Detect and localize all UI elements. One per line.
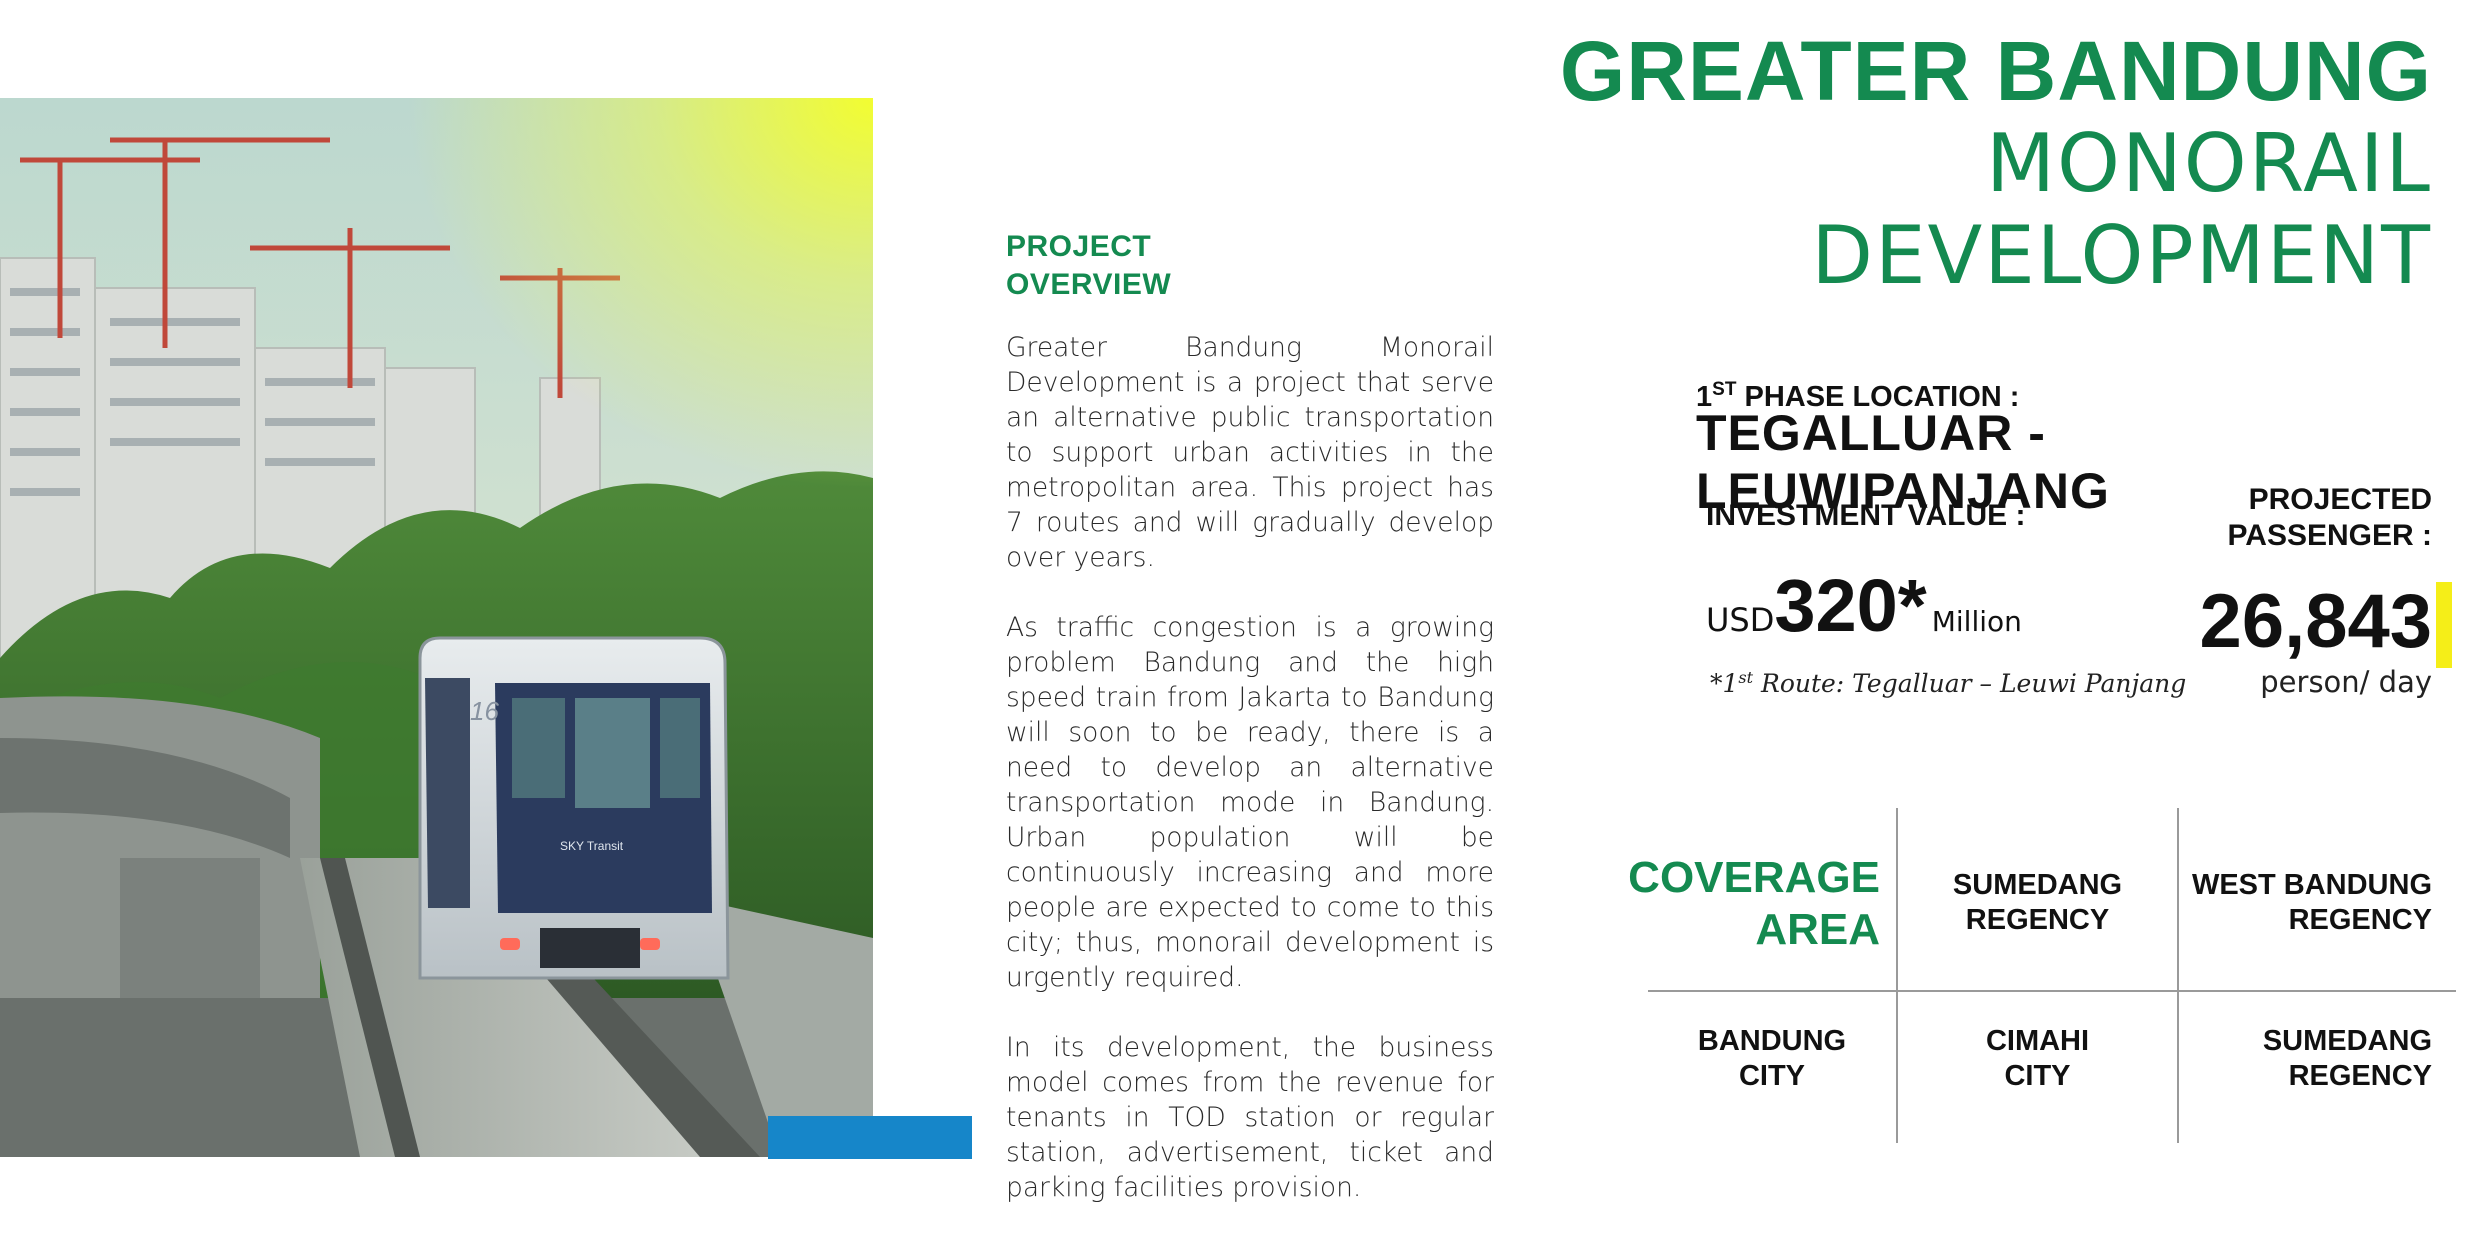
- phase-location-value: TEGALLUAR - LEUWIPANJANG: [1696, 405, 2110, 519]
- investment-footnote: *1st Route: Tegalluar – Leuwi Panjang: [1710, 668, 2187, 698]
- page-title-subtitle: MONORAIL DEVELOPMENT: [1811, 118, 2432, 302]
- coverage-cell: CIMAHI CITY: [1985, 1025, 2090, 1092]
- project-overview-text: Greater Bandung Monorail Development is …: [1006, 330, 1494, 1240]
- investment-value: USD320* Million: [1706, 566, 2022, 646]
- coverage-cell: WEST BANDUNG REGENCY: [2191, 869, 2432, 936]
- coverage-grid-divider: [2177, 808, 2179, 1143]
- phase-location-label: 1ST PHASE LOCATION :: [1696, 379, 2020, 413]
- train-logo: SKY Transit: [560, 839, 624, 853]
- projected-passenger-label: PROJECTED PASSENGER :: [2227, 483, 2432, 552]
- projected-passenger-value: 26,843: [2199, 579, 2432, 664]
- overview-paragraph: As traffic congestion is a growing probl…: [1006, 612, 1494, 993]
- investment-currency: USD: [1706, 601, 1775, 639]
- page-title-line1: GREATER BANDUNG: [1559, 24, 2432, 118]
- page-title-line2: MONORAIL: [1985, 117, 2432, 210]
- investment-amount: 320*: [1774, 564, 1927, 647]
- page-title-line3: DEVELOPMENT: [1811, 209, 2432, 302]
- train-number: 16: [470, 696, 499, 726]
- monorail-photo: 16 SKY Transit: [0, 98, 873, 1157]
- coverage-cell: SUMEDANG REGENCY: [2262, 1025, 2432, 1092]
- coverage-grid-divider: [1648, 990, 2456, 992]
- investment-value-label: INVESTMENT VALUE :: [1706, 499, 2026, 532]
- coverage-grid-divider: [1896, 808, 1898, 1143]
- yellow-accent-bar: [2436, 582, 2452, 668]
- investment-unit: Million: [1931, 605, 2022, 638]
- coverage-cell: SUMEDANG REGENCY: [1952, 869, 2123, 936]
- coverage-area-heading: COVERAGE AREA: [1628, 853, 1880, 954]
- overview-paragraph: In its development, the business model c…: [1006, 1032, 1494, 1203]
- overview-heading-line2: OVERVIEW: [1006, 268, 1172, 301]
- projected-passenger-unit: person/ day: [2260, 665, 2432, 699]
- project-overview-heading: PROJECT OVERVIEW: [1006, 228, 1306, 304]
- overview-paragraph: Greater Bandung Monorail Development is …: [1006, 332, 1494, 573]
- coverage-cell: BANDUNG CITY: [1697, 1025, 1847, 1092]
- blue-accent-bar: [768, 1116, 972, 1159]
- overview-heading-line1: PROJECT: [1006, 230, 1152, 263]
